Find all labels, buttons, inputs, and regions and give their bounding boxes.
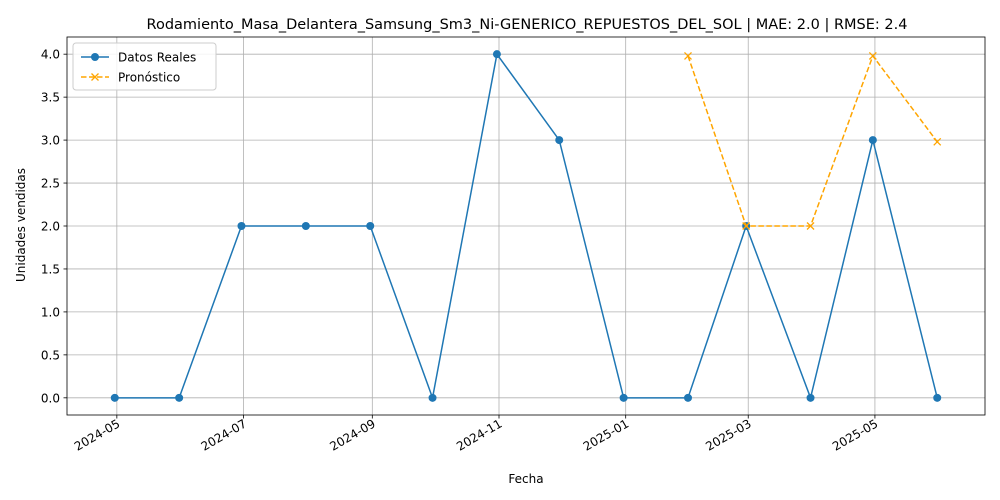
y-tick-label: 3.0 [41, 134, 60, 148]
data-point [110, 393, 119, 402]
series-layer [110, 50, 942, 402]
data-point [933, 137, 942, 146]
y-tick-label: 1.0 [41, 305, 60, 319]
y-tick-label: 0.0 [41, 391, 60, 405]
chart-title: Rodamiento_Masa_Delantera_Samsung_Sm3_Ni… [147, 17, 908, 33]
legend-marker [91, 53, 99, 61]
data-point [868, 51, 877, 60]
data-point [742, 222, 751, 230]
data-point [684, 51, 692, 60]
legend: Datos Reales Pronóstico [72, 42, 217, 91]
data-point [806, 393, 815, 402]
data-point [933, 393, 942, 402]
legend-marker [91, 73, 99, 81]
data-point [684, 393, 692, 402]
data-point [175, 393, 184, 402]
data-point [428, 393, 437, 402]
y-tick-label: 3.5 [41, 91, 60, 105]
legend-label: Datos Reales [118, 51, 196, 65]
series-line [114, 53, 938, 399]
y-axis-label: Unidades vendidas [14, 168, 28, 282]
y-tick-label: 1.5 [41, 262, 60, 276]
data-point [301, 222, 310, 230]
data-point [806, 222, 815, 230]
series-forecast [684, 51, 942, 230]
data-point [555, 136, 564, 145]
data-point [619, 393, 628, 402]
y-tick-label: 2.5 [41, 177, 60, 191]
data-point [868, 136, 877, 145]
y-tick-label: 4.0 [41, 48, 60, 62]
y-tick-label: 2.0 [41, 220, 60, 234]
legend-label: Pronóstico [118, 71, 180, 85]
data-point [237, 222, 246, 230]
y-tick-label: 0.5 [41, 348, 60, 362]
data-point [366, 222, 375, 230]
data-point [492, 50, 501, 59]
x-axis-label: Fecha [508, 472, 543, 486]
legend-box [72, 42, 217, 91]
